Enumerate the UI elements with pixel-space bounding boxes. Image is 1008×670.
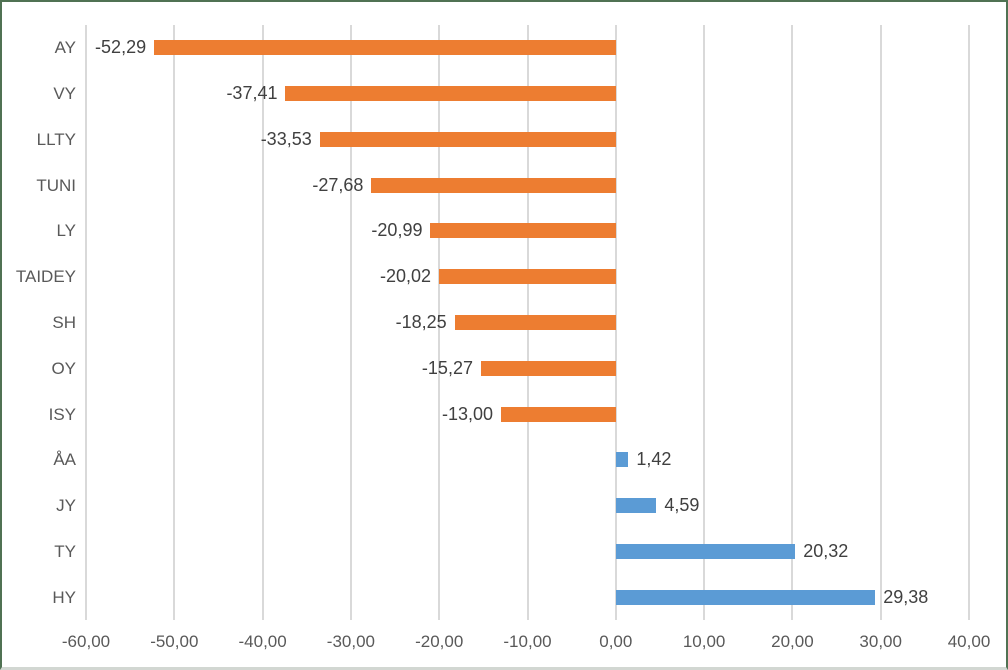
data-label-HY: 29,38 bbox=[883, 586, 929, 607]
xtick-label-0,00: 0,00 bbox=[599, 632, 633, 651]
plot-area: -52,29 -37,41 -33,53 -27,68 -20,99 -20,02 -18,… bbox=[85, 25, 970, 620]
data-label-ISY: -13,00 bbox=[441, 403, 494, 424]
xtick-label-30,00: 30,00 bbox=[859, 632, 902, 651]
category-label-LY: LY bbox=[56, 221, 76, 241]
gridline-30,00 bbox=[879, 25, 882, 620]
data-label-AY: -52,29 bbox=[95, 37, 147, 58]
category-label-ÅA: ÅA bbox=[53, 450, 76, 470]
bar-ÅA bbox=[615, 452, 629, 468]
category-label-ISY: ISY bbox=[48, 404, 76, 424]
bar-AY bbox=[154, 40, 616, 56]
category-label-LLTY: LLTY bbox=[36, 129, 76, 149]
gridline--60,00 bbox=[85, 25, 87, 620]
gridline-10,00 bbox=[703, 25, 706, 620]
data-label-VY: -37,41 bbox=[226, 83, 278, 104]
data-label-TUNI: -27,68 bbox=[312, 174, 364, 195]
bar-TAIDEY bbox=[439, 269, 616, 285]
xtick-label--10,00: -10,00 bbox=[503, 632, 552, 651]
category-label-TY: TY bbox=[54, 541, 76, 561]
gridline--30,00 bbox=[349, 25, 352, 620]
gridline-40,00 bbox=[968, 25, 970, 620]
category-label-VY: VY bbox=[53, 84, 76, 104]
bar-SH bbox=[454, 315, 616, 330]
data-label-TAIDEY: -20,02 bbox=[379, 266, 432, 287]
xtick-label-10,00: 10,00 bbox=[682, 632, 726, 651]
gridline--20,00 bbox=[438, 25, 441, 620]
xtick-label--30,00: -30,00 bbox=[326, 632, 375, 651]
category-label-AY: AY bbox=[54, 38, 76, 58]
data-label-LLTY: -33,53 bbox=[260, 128, 312, 149]
category-label-HY: HY bbox=[52, 587, 76, 607]
data-label-OY: -15,27 bbox=[421, 357, 473, 378]
category-label-OY: OY bbox=[51, 358, 76, 378]
category-label-SH: SH bbox=[52, 313, 76, 332]
bar-ISY bbox=[501, 406, 616, 422]
gridline--50,00 bbox=[173, 25, 176, 620]
bar-JY bbox=[615, 498, 657, 514]
data-label-ÅA: 1,42 bbox=[636, 449, 672, 470]
category-label-TAIDEY: TAIDEY bbox=[15, 267, 76, 287]
xtick-label--20,00: -20,00 bbox=[415, 632, 464, 651]
data-label-TY: 20,32 bbox=[803, 540, 849, 561]
data-label-JY: 4,59 bbox=[664, 495, 700, 516]
category-label-JY: JY bbox=[56, 496, 76, 516]
xtick-label-40,00: 40,00 bbox=[947, 632, 991, 651]
gridline-20,00 bbox=[791, 25, 794, 620]
bar-VY bbox=[285, 86, 616, 102]
bar-HY bbox=[615, 589, 876, 605]
data-label-LY: -20,99 bbox=[371, 220, 423, 241]
bar-TY bbox=[615, 543, 796, 559]
data-label-SH: -18,25 bbox=[395, 312, 447, 332]
xtick-label--60,00: -60,00 bbox=[61, 632, 111, 651]
bar-TUNI bbox=[371, 177, 616, 193]
xtick-label-20,00: 20,00 bbox=[771, 632, 814, 651]
bar-OY bbox=[480, 360, 616, 376]
gridline--40,00 bbox=[261, 25, 264, 620]
xtick-label--50,00: -50,00 bbox=[150, 632, 199, 651]
category-label-TUNI: TUNI bbox=[36, 175, 76, 195]
xtick-label--40,00: -40,00 bbox=[238, 632, 287, 651]
category-axis: AY VY LLTY TUNI LY TAIDEY SH OY ISY ÅA JY TY HY bbox=[4, 25, 76, 620]
bar-LY bbox=[430, 223, 616, 239]
bar-LLTY bbox=[319, 131, 616, 147]
gridline-0,00 bbox=[614, 25, 617, 620]
